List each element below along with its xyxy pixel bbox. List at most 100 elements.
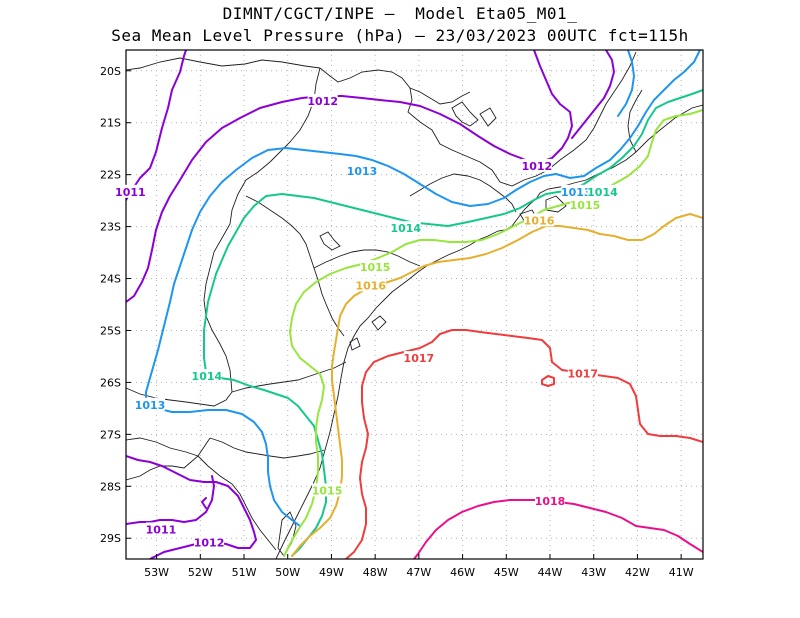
contour-label-bg [347, 164, 378, 178]
x-tick-label: 51W [232, 566, 257, 579]
contour-1017-main [345, 329, 703, 559]
x-tick-label: 50W [275, 566, 300, 579]
contour-label-1012: 1012 [194, 536, 225, 549]
x-tick-label: 43W [581, 566, 606, 579]
contour-1017-cell [541, 375, 555, 387]
contour-1013-main [145, 50, 701, 527]
contour-label-1011: 1011 [115, 186, 146, 199]
contour-1012-north [126, 50, 573, 303]
y-tick-label: 22S [100, 169, 121, 182]
y-tick-label: 24S [100, 273, 121, 286]
contour-label-1015: 1015 [360, 261, 391, 274]
x-tick-label: 41W [669, 566, 694, 579]
state-border [231, 361, 347, 393]
x-tick-label: 42W [625, 566, 650, 579]
state-border [409, 87, 471, 105]
state-border [209, 437, 325, 459]
y-tick-label: 20S [100, 65, 121, 78]
y-tick-label: 21S [100, 117, 121, 130]
y-tick-label: 28S [100, 480, 121, 493]
contour-1012-south [126, 455, 257, 559]
chart-title-line1: DIMNT/CGCT/INPE — Model Eta05_M01_ [222, 4, 578, 23]
x-axis-labels: 53W 52W 51W 50W 49W 48W 47W 46W 45W 44W 43W 42W 41W [144, 566, 694, 579]
plot-frame [125, 49, 704, 560]
contour-1011-north [126, 50, 187, 201]
contour-label-bg [524, 213, 555, 227]
contour-labels: 1011101110121012101210131013101310141014… [115, 93, 618, 549]
y-tick-label: 29S [100, 532, 121, 545]
contour-label-bg [360, 260, 391, 274]
country-border [203, 251, 233, 393]
contour-label-1015: 1015 [312, 484, 343, 497]
coastline [371, 315, 387, 331]
contour-1014-main [203, 89, 703, 557]
state-border [409, 173, 517, 213]
lake [319, 231, 341, 251]
contour-label-bg [312, 483, 343, 497]
contour-1018-main [413, 499, 703, 559]
x-tick-label: 45W [494, 566, 519, 579]
contour-label-bg [403, 351, 434, 365]
contour-label-1016: 1016 [355, 279, 386, 292]
contour-label-1012: 1012 [522, 160, 553, 173]
y-axis-labels: 20S 21S 22S 23S 24S 25S 26S 27S 28S 29S [100, 65, 121, 545]
y-tick-label: 25S [100, 324, 121, 337]
contour-label-bg [194, 535, 225, 549]
state-border [313, 249, 421, 269]
state-border [126, 57, 321, 71]
x-tick-label: 47W [406, 566, 431, 579]
contour-label-1014: 1014 [587, 186, 618, 199]
contour-label-1014: 1014 [192, 370, 223, 383]
lake [451, 101, 479, 127]
y-tick-label: 23S [100, 221, 121, 234]
coastline [545, 195, 567, 213]
y-tick-label: 27S [100, 428, 121, 441]
contour-label-bg [535, 493, 566, 507]
x-tick-label: 48W [363, 566, 388, 579]
state-border [213, 67, 321, 253]
contour-1013-east [617, 50, 635, 117]
contour-label-1016: 1016 [524, 214, 555, 227]
coastline [275, 104, 703, 559]
state-border [627, 89, 643, 153]
contour-label-bg [567, 366, 598, 380]
contour-1011-south [126, 475, 215, 525]
contour-label-bg [569, 197, 600, 211]
grid-lines [126, 50, 703, 559]
contour-label-1012: 1012 [307, 95, 338, 108]
contour-label-bg [115, 184, 146, 198]
contour-label-bg [191, 369, 222, 383]
x-tick-label: 44W [538, 566, 563, 579]
state-border [245, 195, 345, 337]
contour-label-bg [145, 522, 176, 536]
x-tick-label: 53W [144, 566, 169, 579]
contour-label-1018: 1018 [535, 495, 566, 508]
coastline [349, 337, 361, 351]
contour-label-bg [561, 184, 592, 198]
country-border [126, 437, 211, 457]
axis-ticks [126, 70, 682, 559]
contour-label-1011: 1011 [146, 523, 177, 536]
country-border [197, 455, 277, 551]
contour-label-bg [390, 221, 421, 235]
contour-1016-main [291, 213, 703, 557]
contour-label-1013: 1013 [347, 165, 378, 178]
contour-label-bg [307, 93, 338, 107]
contour-label-1013: 1013 [135, 399, 166, 412]
contour-label-1015: 1015 [570, 199, 601, 212]
contour-label-1017: 1017 [567, 368, 598, 381]
x-tick-label: 52W [188, 566, 213, 579]
contour-label-bg [135, 397, 166, 411]
x-tick-label: 49W [319, 566, 344, 579]
contour-label-bg [521, 158, 552, 172]
contour-label-1014: 1014 [390, 222, 421, 235]
contour-label-bg [355, 278, 386, 292]
y-tick-label: 26S [100, 376, 121, 389]
chart-title-line2: Sea Mean Level Pressure (hPa) — 23/03/20… [111, 26, 689, 45]
state-border [319, 67, 549, 187]
contour-1012-east [571, 50, 615, 139]
lake [479, 107, 497, 127]
contour-label-bg [587, 184, 618, 198]
contour-label-1013: 1013 [561, 186, 592, 199]
